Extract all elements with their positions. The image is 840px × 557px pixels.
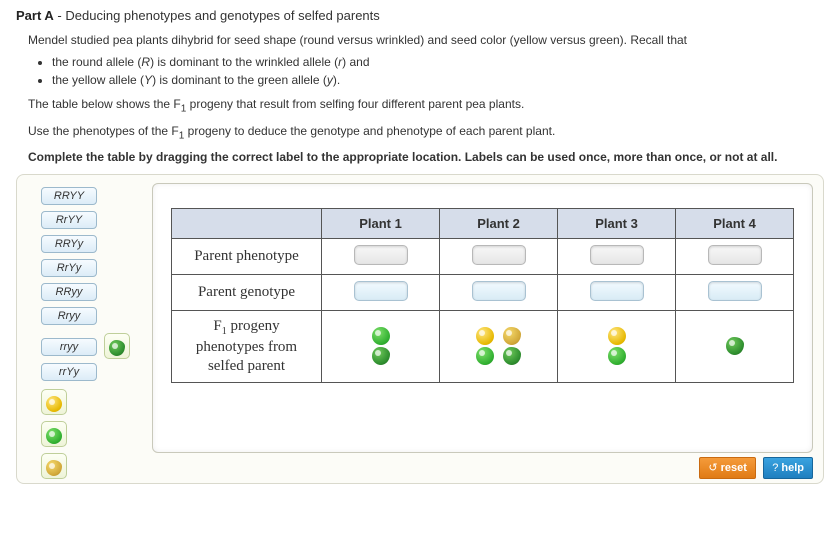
help-icon: ? [772, 462, 778, 474]
pea-yellow-wrinkled-icon [46, 460, 62, 476]
rowhead-progeny: F1 progeny phenotypes from selfed parent [172, 310, 322, 382]
pea-yellow-round-icon [476, 327, 494, 345]
row-parent-genotype: Parent genotype [172, 274, 794, 310]
col-plant4: Plant 4 [676, 208, 794, 238]
pea-yellow-round-icon [46, 396, 62, 412]
instruction-text: Complete the table by dragging the corre… [28, 150, 824, 164]
part-label: Part A [16, 8, 54, 23]
genotype-chip[interactable]: RRYy [41, 235, 97, 253]
reset-button[interactable]: ↺reset [699, 457, 756, 479]
progeny-cell-3 [558, 310, 676, 382]
genotype-chip[interactable]: RrYY [41, 211, 97, 229]
part-title: Deducing phenotypes and genotypes of sel… [65, 8, 379, 23]
col-plant3: Plant 3 [558, 208, 676, 238]
pea-green-wrinkled-icon [726, 337, 744, 355]
bullet-yellow: the yellow allele (Y) is dominant to the… [52, 73, 824, 87]
row-f1-progeny: F1 progeny phenotypes from selfed parent [172, 310, 794, 382]
pea-green-wrinkled-icon [372, 347, 390, 365]
drop-canvas: Plant 1 Plant 2 Plant 3 Plant 4 Parent p… [152, 183, 813, 453]
drop-genotype-1[interactable] [354, 281, 408, 301]
pea-green-wrinkled-icon [109, 340, 125, 356]
genotype-chip[interactable]: rrYy [41, 363, 97, 381]
drop-phenotype-1[interactable] [354, 245, 408, 265]
activity-frame: RRYY RrYY RRYy RrYy RRyy Rryy rryy rrYy … [16, 174, 824, 484]
label-palette: RRYY RrYY RRYy RrYy RRyy Rryy rryy rrYy [27, 187, 137, 483]
pea-chip-green-wrinkled[interactable] [104, 333, 130, 359]
pea-green-round-icon [46, 428, 62, 444]
rowhead-phenotype: Parent phenotype [172, 238, 322, 274]
col-plant1: Plant 1 [322, 208, 440, 238]
pea-chip-yellow-wrinkled[interactable] [41, 453, 67, 479]
pea-green-round-icon [372, 327, 390, 345]
intro-text: Mendel studied pea plants dihybrid for s… [28, 31, 824, 49]
pea-yellow-round-icon [608, 327, 626, 345]
pea-green-round-icon [476, 347, 494, 365]
drop-phenotype-2[interactable] [472, 245, 526, 265]
pea-yellow-wrinkled-icon [503, 327, 521, 345]
allele-bullets: the round allele (R) is dominant to the … [52, 55, 824, 87]
pea-green-wrinkled-icon [503, 347, 521, 365]
pea-chip-yellow-round[interactable] [41, 389, 67, 415]
paragraph-use: Use the phenotypes of the F1 progeny to … [28, 122, 824, 143]
drop-phenotype-3[interactable] [590, 245, 644, 265]
genotype-chip[interactable]: RRYY [41, 187, 97, 205]
genotype-chip[interactable]: RRyy [41, 283, 97, 301]
help-button[interactable]: ?help [763, 457, 813, 479]
col-plant2: Plant 2 [440, 208, 558, 238]
pea-chip-green-round[interactable] [41, 421, 67, 447]
drop-genotype-2[interactable] [472, 281, 526, 301]
rowhead-genotype: Parent genotype [172, 274, 322, 310]
pea-green-round-icon [608, 347, 626, 365]
bullet-round: the round allele (R) is dominant to the … [52, 55, 824, 69]
paragraph-f1: The table below shows the F1 progeny tha… [28, 95, 824, 116]
footer-buttons: ↺reset ?help [695, 457, 813, 479]
table-corner [172, 208, 322, 238]
reset-icon: ↺ [708, 462, 717, 474]
part-header: Part A - Deducing phenotypes and genotyp… [16, 8, 824, 23]
drop-genotype-3[interactable] [590, 281, 644, 301]
drop-genotype-4[interactable] [708, 281, 762, 301]
progeny-table: Plant 1 Plant 2 Plant 3 Plant 4 Parent p… [171, 208, 794, 383]
genotype-chip[interactable]: RrYy [41, 259, 97, 277]
part-separator: - [54, 8, 66, 23]
progeny-cell-4 [676, 310, 794, 382]
genotype-chip[interactable]: rryy [41, 338, 97, 356]
drop-phenotype-4[interactable] [708, 245, 762, 265]
genotype-chip[interactable]: Rryy [41, 307, 97, 325]
progeny-cell-2 [440, 310, 558, 382]
row-parent-phenotype: Parent phenotype [172, 238, 794, 274]
progeny-cell-1 [322, 310, 440, 382]
